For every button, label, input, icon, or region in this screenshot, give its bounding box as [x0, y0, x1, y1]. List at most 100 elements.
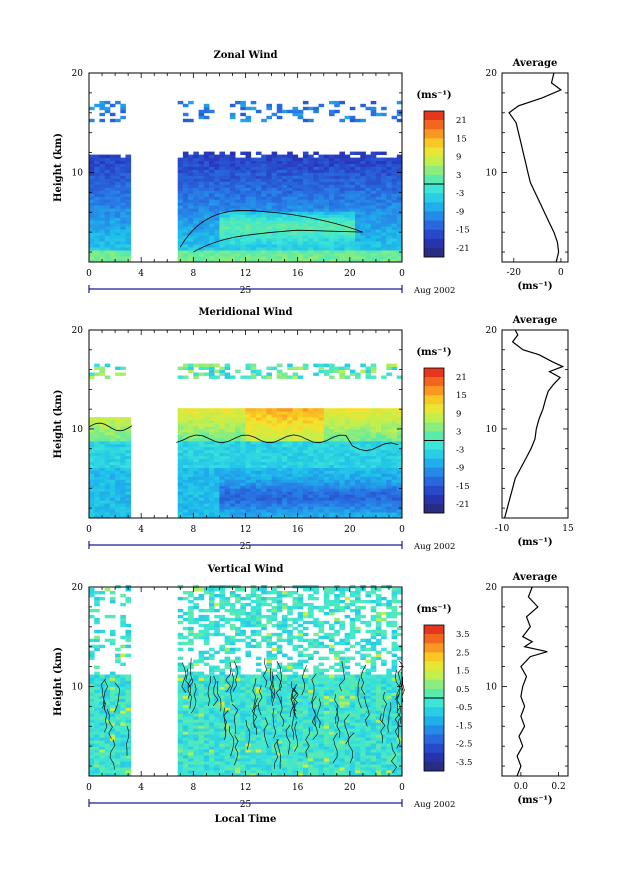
heatmap-cell [339, 101, 345, 104]
colorbar-swatch [424, 175, 444, 184]
heatmap-cell [99, 214, 105, 217]
heatmap-cell [209, 468, 215, 471]
heatmap-cell [366, 211, 372, 214]
heatmap-cell [329, 479, 335, 482]
heatmap-cell [246, 482, 252, 485]
heatmap-cell [230, 247, 236, 250]
heatmap-cell [193, 603, 199, 606]
heatmap-cell [230, 238, 236, 241]
heatmap-cell [303, 468, 309, 471]
heatmap-cell [366, 432, 372, 435]
heatmap-cell [209, 471, 215, 474]
heatmap-cell [272, 161, 278, 164]
heatmap-cell [219, 476, 225, 479]
heatmap-cell [266, 184, 272, 187]
heatmap-cell [225, 373, 231, 376]
heatmap-cell [120, 494, 126, 497]
heatmap-cell [230, 414, 236, 417]
heatmap-cell [376, 432, 382, 435]
heatmap-cell [345, 471, 351, 474]
heatmap-cell [214, 465, 220, 468]
heatmap-cell [371, 226, 377, 229]
heatmap-cell [308, 482, 314, 485]
heatmap-cell [366, 193, 372, 196]
heatmap-cell [99, 710, 105, 713]
heatmap-cell [303, 250, 309, 253]
heatmap-cell [110, 211, 116, 214]
heatmap-cell [126, 199, 132, 202]
heatmap-cell [126, 482, 132, 485]
heatmap-cell [261, 509, 267, 512]
heatmap-cell [272, 155, 278, 158]
heatmap-cell [287, 223, 293, 226]
heatmap-cell [355, 479, 361, 482]
heatmap-cell [371, 476, 377, 479]
heatmap-cell [89, 609, 95, 612]
heatmap-cell [235, 164, 241, 167]
heatmap-cell [110, 161, 116, 164]
heatmap-cell [94, 764, 100, 767]
heatmap-cell [256, 244, 262, 247]
heatmap-cell [355, 226, 361, 229]
heatmap-cell [225, 426, 231, 429]
heatmap-cell [219, 728, 225, 731]
heatmap-cell [219, 214, 225, 217]
heatmap-cell [251, 432, 257, 435]
heatmap-cell [272, 208, 278, 211]
heatmap-cell [99, 178, 105, 181]
heatmap-cell [204, 253, 210, 256]
heatmap-cell [381, 462, 387, 465]
heatmap-cell [324, 488, 330, 491]
heatmap-cell [105, 479, 111, 482]
x-tick-label: 12 [240, 525, 251, 535]
heatmap-cell [199, 758, 205, 761]
heatmap-cell [303, 107, 309, 110]
heatmap-cell [178, 749, 184, 752]
heatmap-cell [313, 429, 319, 432]
heatmap-cell [204, 681, 210, 684]
heatmap-cell [99, 447, 105, 450]
heatmap-cell [350, 503, 356, 506]
heatmap-cell [199, 471, 205, 474]
heatmap-cell [246, 181, 252, 184]
heatmap-cell [386, 176, 392, 179]
heatmap-cell [178, 167, 184, 170]
heatmap-cell [355, 256, 361, 259]
heatmap-cell [366, 190, 372, 193]
heatmap-cell [303, 411, 309, 414]
heatmap-cell [126, 235, 132, 238]
heatmap-cell [298, 482, 304, 485]
heatmap-cell [204, 178, 210, 181]
heatmap-cell [183, 737, 189, 740]
heatmap-cell [94, 743, 100, 746]
heatmap-cell [256, 423, 262, 426]
heatmap-cell [277, 170, 283, 173]
heatmap-cell [272, 426, 278, 429]
heatmap-cell [293, 438, 299, 441]
heatmap-cell [204, 161, 210, 164]
heatmap-cell [240, 465, 246, 468]
heatmap-cell [272, 408, 278, 411]
heatmap-cell [371, 152, 377, 155]
heatmap-cell [188, 770, 194, 773]
heatmap-cell [287, 241, 293, 244]
heatmap-cell [105, 420, 111, 423]
heatmap-cell [256, 509, 262, 512]
heatmap-cell [214, 417, 220, 420]
heatmap-cell [240, 376, 246, 379]
heatmap-cell [313, 208, 319, 211]
heatmap-cell [209, 223, 215, 226]
heatmap-cell [188, 752, 194, 755]
heatmap-cell [225, 167, 231, 170]
heatmap-cell [371, 479, 377, 482]
heatmap-cell [199, 447, 205, 450]
heatmap-cell [324, 161, 330, 164]
heatmap-cell [355, 253, 361, 256]
heatmap-cell [381, 244, 387, 247]
heatmap-cell [329, 181, 335, 184]
heatmap-cell [376, 408, 382, 411]
heatmap-cell [360, 429, 366, 432]
heatmap-cell [371, 411, 377, 414]
heatmap-cell [188, 494, 194, 497]
heatmap-cell [287, 244, 293, 247]
